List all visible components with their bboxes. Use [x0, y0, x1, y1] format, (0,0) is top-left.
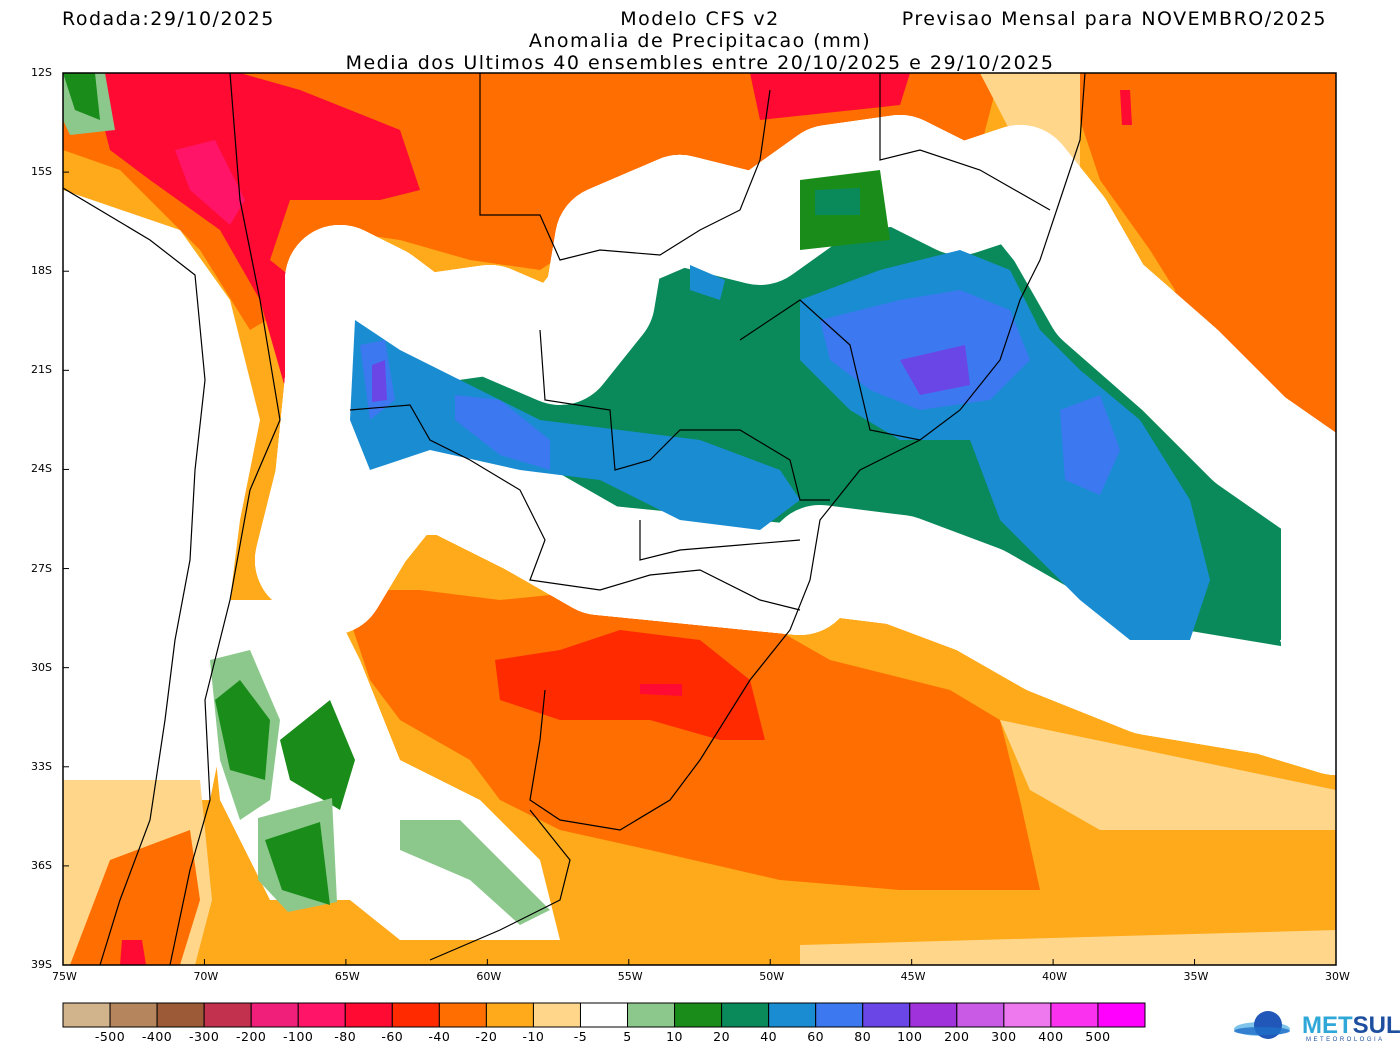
colorbar-swatch: [1003, 1002, 1052, 1028]
lat-tick-label: 33S: [31, 759, 52, 773]
map-frame: [62, 72, 1337, 966]
colorbar: [62, 1002, 1146, 1028]
metsul-logo: METSUL METEOROLOGIA: [1232, 1008, 1400, 1048]
lon-tick-label: 70W: [193, 970, 219, 983]
anomaly-field: [63, 73, 1336, 965]
lat-tick-label: 12S: [31, 66, 52, 79]
colorbar-label: -60: [381, 1029, 404, 1044]
colorbar-label: 10: [666, 1029, 684, 1044]
lon-tick-label: 40W: [1042, 970, 1067, 983]
lat-tick-label: 21S: [31, 363, 52, 377]
colorbar-label: -10: [522, 1029, 545, 1044]
colorbar-swatch: [909, 1002, 958, 1028]
colorbar-label: 200: [944, 1029, 970, 1044]
colorbar-label: -20: [475, 1029, 498, 1044]
colorbar-swatch: [109, 1002, 158, 1028]
colorbar-label: 80: [854, 1029, 872, 1044]
lon-tick-label: 35W: [1183, 970, 1209, 983]
colorbar-swatch: [156, 1002, 205, 1028]
colorbar-label: 40: [760, 1029, 778, 1044]
logo-subtitle: METEOROLOGIA: [1306, 1037, 1385, 1043]
lon-tick-label: 30W: [1325, 970, 1350, 983]
colorbar-swatch: [344, 1002, 393, 1028]
colorbar-swatch: [203, 1002, 252, 1028]
colorbar-swatch: [391, 1002, 440, 1028]
colorbar-swatch: [1050, 1002, 1099, 1028]
lat-tick-label: 36S: [31, 858, 52, 872]
colorbar-label: 20: [713, 1029, 731, 1044]
colorbar-label: -200: [235, 1029, 267, 1044]
ensemble-subtitle: Media dos Ultimos 40 ensembles entre 20/…: [345, 52, 1055, 74]
colorbar-swatch: [532, 1002, 581, 1028]
colorbar-swatch: [1097, 1002, 1146, 1028]
colorbar-swatch: [62, 1002, 111, 1028]
colorbar-label: -100: [283, 1029, 314, 1044]
lon-tick-label: 75W: [52, 970, 77, 983]
colorbar-label: -40: [428, 1029, 451, 1044]
lat-tick-label: 24S: [31, 462, 52, 476]
colorbar-label: -400: [141, 1029, 173, 1044]
colorbar-swatch: [721, 1002, 770, 1028]
colorbar-swatch: [956, 1002, 1005, 1028]
colorbar-swatch: [250, 1002, 299, 1028]
coastlines: [63, 73, 1086, 965]
colorbar-swatch: [627, 1002, 676, 1028]
colorbar-label: 5: [623, 1029, 632, 1044]
variable-title: Anomalia de Precipitacao (mm): [528, 30, 872, 52]
colorbar-swatch: [815, 1002, 864, 1028]
lon-tick-label: 50W: [759, 970, 785, 983]
colorbar-swatch: [768, 1002, 817, 1028]
logo-text-sul: SUL: [1352, 1012, 1400, 1039]
colorbar-label: -500: [94, 1029, 126, 1044]
colorbar-swatch: [674, 1002, 723, 1028]
lat-tick-label: 18S: [31, 264, 52, 278]
lat-tick-label: 15S: [31, 165, 52, 179]
lat-tick-label: 39S: [31, 958, 52, 971]
colorbar-label: 500: [1085, 1029, 1111, 1044]
colorbar-swatch: [438, 1002, 487, 1028]
colorbar-label: 100: [897, 1029, 923, 1044]
lat-tick-label: 30S: [31, 660, 52, 674]
lon-tick-label: 55W: [617, 970, 643, 983]
colorbar-label: -80: [334, 1029, 357, 1044]
colorbar-label: 60: [807, 1029, 825, 1044]
colorbar-swatch: [579, 1002, 629, 1028]
model-title: Modelo CFS v2: [620, 8, 780, 30]
colorbar-label: 300: [991, 1029, 1017, 1044]
colorbar-swatch: [485, 1002, 534, 1028]
lon-tick-label: 60W: [476, 970, 502, 983]
colorbar-label: 400: [1038, 1029, 1064, 1044]
lon-tick-label: 45W: [900, 970, 926, 983]
forecast-title: Previsao Mensal para NOVEMBRO/2025: [901, 8, 1327, 30]
logo-text-met: MET: [1302, 1012, 1353, 1039]
colorbar-label: -5: [573, 1029, 588, 1044]
colorbar-label: -300: [188, 1029, 220, 1044]
colorbar-swatch: [862, 1002, 911, 1028]
colorbar-swatch: [297, 1002, 346, 1028]
lat-tick-label: 27S: [31, 561, 52, 575]
run-date: Rodada:29/10/2025: [62, 8, 275, 30]
lon-tick-label: 65W: [334, 970, 360, 983]
globe-icon: [1234, 1011, 1290, 1039]
